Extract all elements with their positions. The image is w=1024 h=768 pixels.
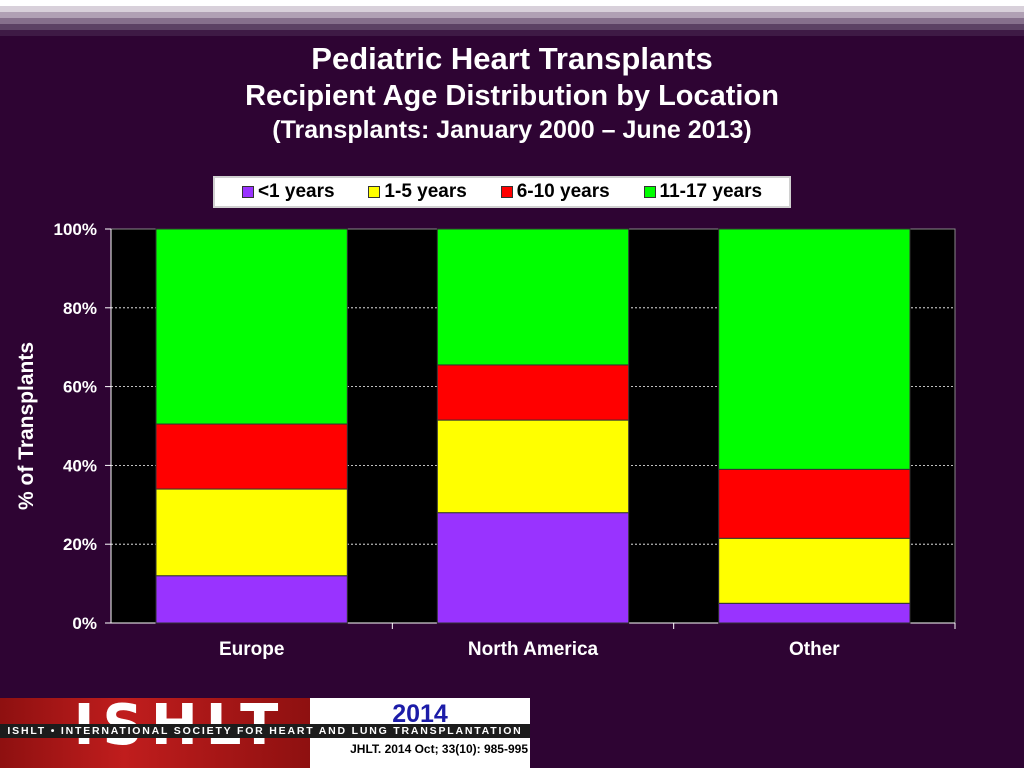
bar-1-3 bbox=[436, 228, 630, 366]
y-axis-title: % of Transplants bbox=[15, 342, 38, 510]
legend-label-1: 1-5 years bbox=[384, 181, 467, 202]
bar-1-2 bbox=[436, 364, 630, 421]
legend-swatch-2 bbox=[500, 186, 513, 198]
logo-org-name: ISHLT • INTERNATIONAL SOCIETY FOR HEART … bbox=[7, 725, 523, 737]
legend-item-2: 6-10 years bbox=[500, 181, 610, 203]
legend-label-2: 6-10 years bbox=[516, 181, 610, 202]
stacked-bar-chart: 0% 20% 40% 60% 80% 100% % of Transplants Europe… bbox=[15, 220, 956, 660]
ishlt-logo-banner: ISHLT 2014 ISHLT • INTERNATIONAL SOCIETY… bbox=[0, 698, 530, 768]
legend-item-1: 1-5 years bbox=[368, 181, 467, 203]
chart-title: Pediatric Heart Transplants bbox=[311, 41, 713, 76]
legend-item-3: 11-17 years bbox=[643, 181, 763, 203]
logo-org-strip bbox=[0, 724, 530, 738]
y-tick-label-0: 0% bbox=[72, 614, 97, 633]
bar-0-2 bbox=[155, 423, 348, 490]
chart-subtitle: Recipient Age Distribution by Location bbox=[245, 80, 779, 112]
x-tick-label-1: North America bbox=[468, 639, 599, 660]
y-tick-label-1: 20% bbox=[63, 535, 97, 554]
legend-swatch-1 bbox=[368, 186, 381, 198]
title-block: Pediatric Heart Transplants Recipient Ag… bbox=[0, 40, 1024, 146]
y-tick-label-2: 40% bbox=[63, 456, 97, 475]
x-tick-label-2: Other bbox=[789, 639, 840, 660]
journal-citation: JHLT. 2014 Oct; 33(10): 985-995 bbox=[350, 742, 528, 756]
chart-legend: <1 years 1-5 years 6-10 years 11-17 years bbox=[213, 176, 791, 208]
bar-0-3 bbox=[155, 228, 348, 425]
legend-label-3: 11-17 years bbox=[659, 181, 763, 202]
legend-item-0: <1 years bbox=[241, 181, 335, 203]
bar-2-0 bbox=[718, 602, 911, 624]
header-stripe bbox=[0, 0, 1024, 36]
bar-2-3 bbox=[718, 228, 911, 470]
x-tick-label-0: Europe bbox=[219, 639, 284, 660]
bar-0-0 bbox=[155, 575, 348, 624]
legend-label-0: <1 years bbox=[257, 181, 335, 202]
bar-2-1 bbox=[718, 537, 911, 604]
bar-0-1 bbox=[155, 488, 348, 577]
bar-2-2 bbox=[718, 468, 911, 539]
legend-swatch-0 bbox=[241, 186, 254, 198]
y-tick-label-4: 80% bbox=[63, 299, 97, 318]
legend-swatch-3 bbox=[643, 186, 656, 198]
y-tick-label-3: 60% bbox=[63, 378, 97, 397]
y-tick-label-5: 100% bbox=[54, 220, 97, 239]
chart-subtitle-date-range: (Transplants: January 2000 – June 2013) bbox=[272, 116, 752, 144]
bar-1-1 bbox=[436, 419, 630, 514]
logo-year: 2014 bbox=[392, 700, 448, 728]
bar-1-0 bbox=[436, 512, 630, 624]
